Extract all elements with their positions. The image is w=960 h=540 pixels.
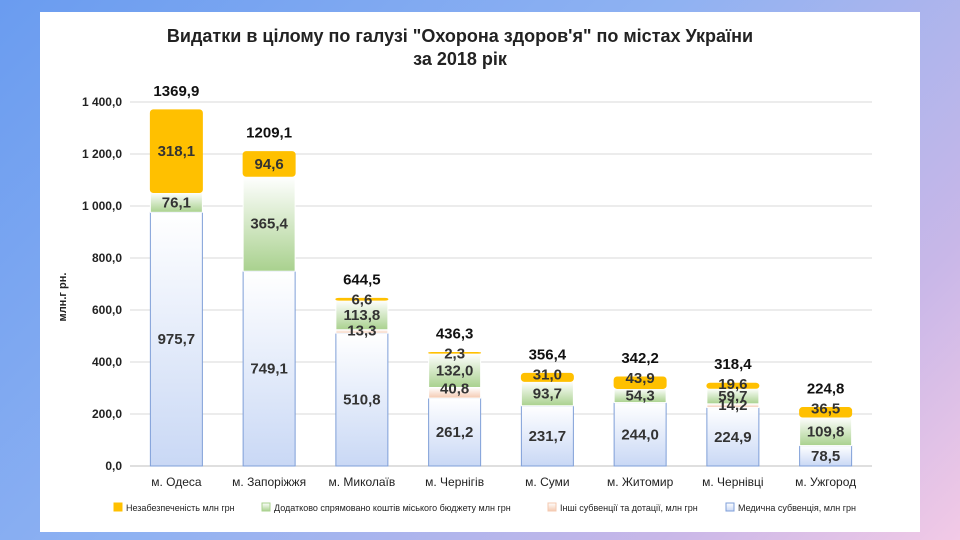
bar-segment <box>242 270 296 467</box>
legend-entry: Додатково спрямовано коштів міського бюд… <box>274 503 511 513</box>
bar-segment <box>242 175 296 272</box>
bar-segment <box>149 109 203 194</box>
legend-swatch <box>261 502 271 512</box>
category-label: м. Одеса <box>151 475 202 489</box>
legend-entry: Медична субвенція, млн грн <box>738 503 856 513</box>
data-label: 78,5 <box>811 448 840 465</box>
data-label: 318,1 <box>158 143 196 160</box>
bar-segment <box>799 407 853 418</box>
data-label: 76,1 <box>162 194 191 211</box>
bar-segment <box>149 211 203 467</box>
chart-title-line1: Видатки в цілому по галузі "Охорона здор… <box>167 26 753 46</box>
y-tick-label: 800,0 <box>92 251 122 265</box>
data-label: 113,8 <box>344 307 381 324</box>
data-label: 749,1 <box>250 361 288 378</box>
data-label: 40,8 <box>440 380 469 397</box>
bar-segment <box>613 402 667 467</box>
y-tick-label: 600,0 <box>92 303 122 317</box>
data-label: 93,7 <box>533 386 562 403</box>
category-label: м. Запоріжжя <box>232 475 306 489</box>
total-label: 644,5 <box>343 271 381 288</box>
data-label: 109,8 <box>807 423 845 440</box>
data-label: 43,9 <box>626 370 655 387</box>
bar-segment <box>428 352 482 388</box>
category-label: м. Житомир <box>607 475 674 489</box>
bar-segment <box>428 352 482 354</box>
bar-segment <box>242 151 296 177</box>
data-label: 13,3 <box>347 323 376 340</box>
data-label: 54,3 <box>626 388 655 405</box>
total-label: 318,4 <box>714 356 752 373</box>
legend-entry: Незабезпеченість млн грн <box>126 503 235 513</box>
data-label: 365,4 <box>250 216 288 233</box>
data-label: 94,6 <box>255 156 284 173</box>
bar-segment <box>706 382 760 389</box>
data-label: 36,5 <box>811 401 840 418</box>
category-label: м. Чернігів <box>425 475 484 489</box>
bar-segment <box>520 380 574 407</box>
chart-title-line2: за 2018 рік <box>413 49 508 69</box>
total-label: 436,3 <box>436 326 474 343</box>
y-tick-label: 1 200,0 <box>82 147 122 161</box>
data-label: 224,9 <box>714 429 752 446</box>
y-tick-label: 1 000,0 <box>82 199 122 213</box>
bar-segment <box>613 376 667 389</box>
bar-segment <box>520 405 574 467</box>
total-label: 224,8 <box>807 381 845 398</box>
total-label: 1209,1 <box>246 125 292 142</box>
data-label: 19,6 <box>718 376 747 393</box>
slide: Видатки в цілому по галузі "Охорона здор… <box>40 12 920 532</box>
data-labels: 975,7 76,1 318,1 1369,9 749,1 365,4 94,6 1209,1… <box>153 83 844 465</box>
y-axis-label: млн.г рн. <box>57 273 69 322</box>
data-label: 261,2 <box>436 424 474 441</box>
data-label: 31,0 <box>533 366 562 383</box>
grid <box>130 101 872 467</box>
data-label: 6,6 <box>351 291 372 308</box>
total-label: 1369,9 <box>153 83 199 100</box>
y-tick-label: 1 400,0 <box>82 95 122 109</box>
y-tick-label: 0,0 <box>105 459 122 473</box>
legend-swatch <box>547 502 557 512</box>
data-label: 14,2 <box>718 397 747 414</box>
category-label: м. Чернівці <box>702 475 763 489</box>
data-label: 244,0 <box>621 426 659 443</box>
y-axis: 0,0 200,0 400,0 600,0 800,0 1 000,0 1 200,0 1 4… <box>82 95 122 473</box>
data-label: 510,8 <box>343 392 381 409</box>
bars <box>149 109 853 467</box>
legend-swatch <box>113 502 123 512</box>
category-label: м. Суми <box>525 475 569 489</box>
data-label: 231,7 <box>529 428 567 445</box>
bar-segment <box>335 332 389 467</box>
y-tick-label: 400,0 <box>92 355 122 369</box>
category-label: м. Ужгород <box>795 475 856 489</box>
y-tick-label: 200,0 <box>92 407 122 421</box>
bar-segment <box>428 397 482 467</box>
data-label: 132,0 <box>436 362 474 379</box>
legend-swatch <box>725 502 735 512</box>
bar-segment <box>520 372 574 382</box>
bar-segment <box>799 416 853 447</box>
x-axis: м. Одеса м. Запоріжжя м. Миколаїв м. Черніг… <box>151 475 856 489</box>
chart: Видатки в цілому по галузі "Охорона здор… <box>57 26 872 513</box>
data-label: 2,3 <box>444 346 465 363</box>
data-label: 975,7 <box>158 331 196 348</box>
legend-entry: Інші субвенції та дотації, млн грн <box>560 503 698 513</box>
data-label: 59,7 <box>718 388 747 405</box>
bar-segment <box>335 297 389 301</box>
total-label: 342,2 <box>621 350 659 367</box>
category-label: м. Миколаїв <box>328 475 395 489</box>
legend: Незабезпеченість млн грн Додатково спрямо… <box>113 502 856 513</box>
total-label: 356,4 <box>529 346 567 363</box>
